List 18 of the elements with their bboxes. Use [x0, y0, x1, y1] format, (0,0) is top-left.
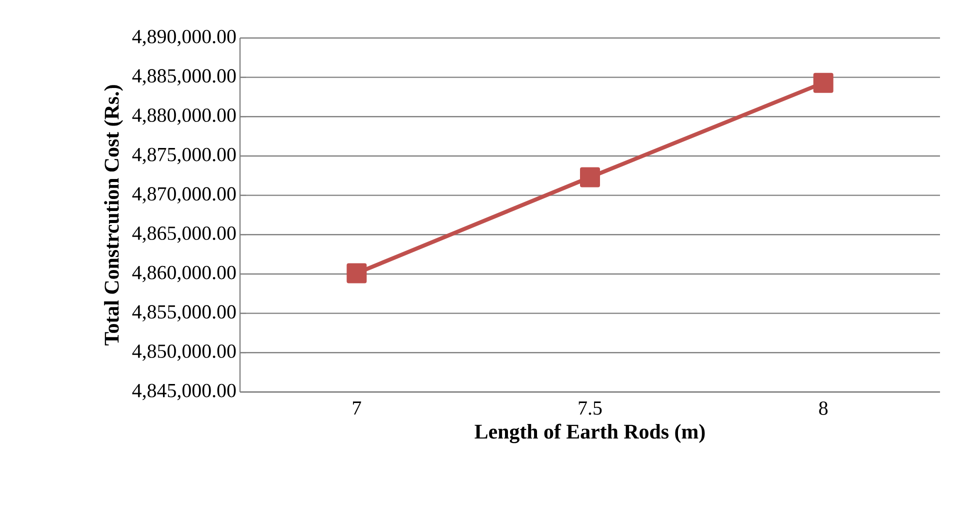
y-tick-label: 4,890,000.00 [132, 30, 236, 46]
point [346, 263, 367, 284]
y-tick-label: 4,870,000.00 [132, 187, 236, 204]
y-tick-label: 4,855,000.00 [132, 305, 236, 322]
x-axis-title: Length of Earth Rods (m) [474, 424, 705, 444]
x-tick-label: 7.5 [578, 402, 602, 415]
x-tick-label: 8 [819, 402, 828, 415]
point [580, 167, 600, 188]
y-axis-title: Total Constrcution Cost (Rs.) [104, 85, 124, 346]
y-tick-label: 4,865,000.00 [132, 226, 236, 243]
y-tick-label: 4,880,000.00 [132, 108, 236, 125]
y-tick-label: 4,850,000.00 [132, 344, 236, 361]
y-tick-label: 4,885,000.00 [132, 69, 236, 86]
y-tick-label: 4,860,000.00 [132, 266, 236, 282]
y-tick-label: 4,845,000.00 [132, 384, 236, 400]
point [813, 72, 834, 93]
x-tick-label: 7 [353, 402, 362, 415]
y-tick-label: 4,875,000.00 [132, 148, 236, 164]
